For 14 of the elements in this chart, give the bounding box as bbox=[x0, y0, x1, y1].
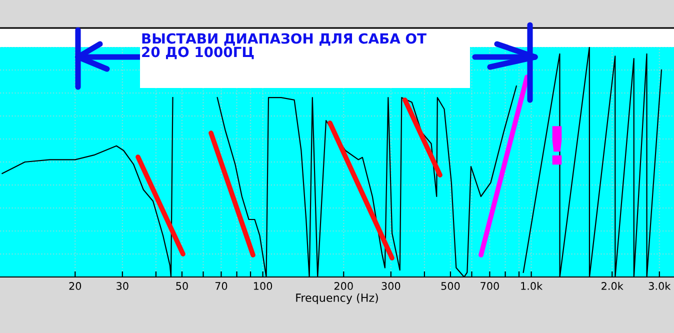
annotation: ВЫСТАВИ ДИАПАЗОН ДЛЯ САБА ОТ 20 ДО 1000ГЦ bbox=[142, 33, 426, 60]
x-tick-label: 2.0k bbox=[602, 282, 624, 290]
x-tick-label: 30 bbox=[116, 282, 128, 290]
x-tick-label: 300 bbox=[382, 282, 400, 290]
x-tick-label: 3.0k bbox=[648, 282, 671, 290]
x-tick-label: 1.0k bbox=[521, 282, 543, 290]
x-axis-title: Frequency (Hz) bbox=[296, 293, 378, 304]
x-tick-label: 200 bbox=[334, 282, 353, 290]
x-tick-label: 70 bbox=[215, 282, 228, 290]
x-tick-label: 50 bbox=[176, 282, 188, 290]
x-tick-label: 700 bbox=[480, 282, 499, 290]
x-tick-label: 20 bbox=[69, 282, 82, 290]
x-tick-label: 100 bbox=[254, 282, 272, 290]
x-tick-label: 500 bbox=[441, 282, 460, 290]
